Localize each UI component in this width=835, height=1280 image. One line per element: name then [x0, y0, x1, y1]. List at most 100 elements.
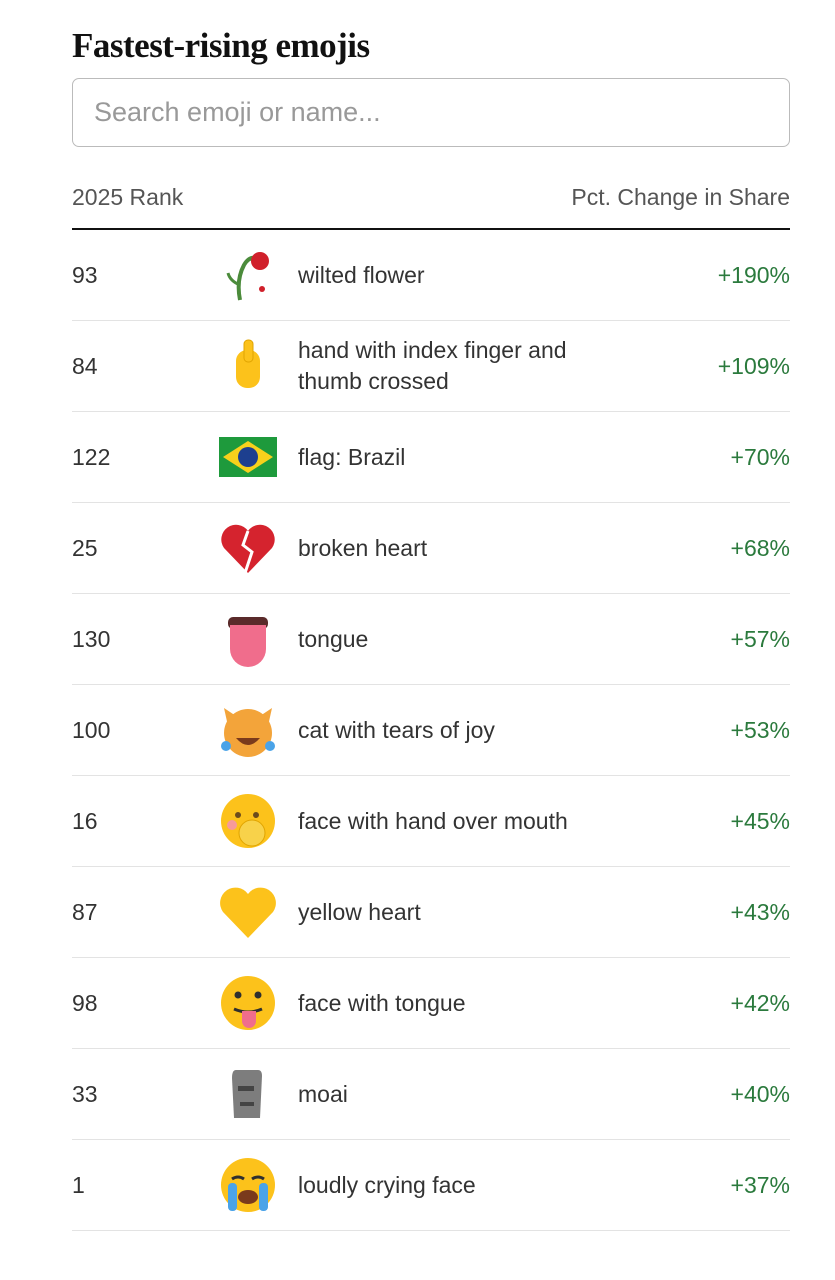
rank: 16 — [72, 807, 98, 834]
table-row: 100 cat with tears of joy +53% — [72, 685, 790, 776]
emoji-name: wilted flower — [298, 261, 425, 288]
table-row: 98 face with tongue +42% — [72, 958, 790, 1049]
emoji-icon — [232, 1070, 262, 1118]
emoji-icon — [259, 1183, 268, 1211]
emoji-icon — [226, 252, 269, 301]
emoji-icon — [221, 794, 275, 848]
pct-change: +43% — [730, 898, 790, 925]
pct-change: +70% — [730, 443, 790, 470]
pct-change: +190% — [717, 261, 790, 288]
pct-change: +53% — [730, 716, 790, 743]
emoji-cell — [218, 1064, 298, 1124]
pct-change: +40% — [730, 1080, 790, 1107]
pct-change: +45% — [730, 807, 790, 834]
emoji-icon — [236, 339, 260, 388]
emoji-icon — [238, 447, 258, 467]
emoji-icon — [221, 741, 231, 751]
rank: 98 — [72, 989, 98, 1016]
emoji-icon — [219, 437, 277, 477]
emoji-icon — [251, 1175, 265, 1181]
emoji-icon — [265, 741, 275, 751]
emoji-icon — [238, 819, 266, 847]
rank: 100 — [72, 716, 111, 743]
table-row: 1 loudly crying face +37% — [72, 1140, 790, 1231]
emoji-icon — [220, 887, 276, 938]
emoji-icon — [230, 625, 266, 667]
emoji-icon — [236, 350, 260, 388]
emoji-cell — [218, 245, 298, 305]
emoji-cell — [218, 882, 298, 942]
emoji-cell — [218, 700, 298, 760]
rank: 33 — [72, 1080, 98, 1107]
emoji-icon — [234, 991, 242, 999]
rank: 122 — [72, 443, 111, 470]
emoji-cell — [218, 427, 298, 487]
pct-change: +42% — [730, 989, 790, 1016]
emoji-name: flag: Brazil — [298, 443, 406, 470]
emoji-icon — [224, 709, 272, 757]
emoji-icon — [221, 708, 275, 757]
emoji-cell — [218, 336, 298, 396]
emoji-icon — [236, 738, 260, 745]
rank: 25 — [72, 534, 98, 561]
emoji-icon — [243, 339, 254, 363]
emoji-name: moai — [298, 1080, 348, 1107]
emoji-cell — [218, 1155, 298, 1215]
emoji-icon — [227, 820, 237, 830]
emoji-name: cat with tears of joy — [298, 716, 495, 743]
emoji-icon — [221, 976, 275, 1030]
emoji-name: yellow heart — [298, 898, 421, 925]
table-body: 93 wilted flower +190% 84 hand with index fi… — [72, 230, 790, 1231]
rank: 1 — [72, 1171, 85, 1198]
emoji-icon — [228, 1183, 237, 1211]
table-row: 84 hand with index finger and thumb cross… — [72, 321, 790, 412]
emoji-icon — [259, 286, 265, 292]
pct-change: +57% — [730, 625, 790, 652]
emoji-name: tongue — [298, 625, 369, 652]
emoji-icon — [231, 1175, 245, 1181]
column-header: 2025 Rank — [72, 184, 184, 210]
emoji-icon — [253, 812, 259, 818]
table-row: 122 flag: Brazil +70% — [72, 412, 790, 503]
emoji-name: hand with index finger and thumb crossed — [298, 337, 567, 394]
rank: 87 — [72, 898, 98, 925]
emoji-icon — [226, 272, 241, 287]
emoji-icon — [221, 976, 275, 1030]
emoji-icon — [220, 887, 276, 938]
table-row: 130 tongue +57% — [72, 594, 790, 685]
emoji-icon — [235, 812, 241, 818]
pct-change: +109% — [717, 352, 790, 379]
emoji-icon — [254, 991, 262, 999]
emoji-icon — [228, 617, 268, 667]
title: Fastest-rising emojis — [72, 26, 370, 65]
emoji-icon — [232, 1070, 262, 1118]
column-header: Pct. Change in Share — [571, 184, 790, 210]
table-header: 2025 Rank Pct. Change in Share — [72, 180, 790, 230]
emoji-icon — [221, 524, 275, 574]
emoji-cell — [218, 791, 298, 851]
rank: 84 — [72, 352, 98, 379]
emoji-name: face with tongue — [298, 989, 466, 1016]
emoji-icon — [240, 1102, 254, 1106]
table-row: 33 moai +40% — [72, 1049, 790, 1140]
rank: 93 — [72, 261, 98, 288]
emoji-icon — [238, 1190, 258, 1204]
emoji-name: broken heart — [298, 534, 428, 561]
table-row: 16 face with hand over mouth +45% — [72, 776, 790, 867]
emoji-icon — [242, 1011, 256, 1028]
emoji-name: face with hand over mouth — [298, 807, 568, 834]
emoji-icon — [241, 530, 254, 574]
table-row: 93 wilted flower +190% — [72, 230, 790, 321]
table-row: 87 yellow heart +43% — [72, 867, 790, 958]
search-input[interactable]: Search emoji or name... — [72, 78, 790, 147]
emoji-name: loudly crying face — [298, 1171, 476, 1198]
emoji-cell — [218, 609, 298, 669]
pct-change: +37% — [730, 1171, 790, 1198]
pct-change: +68% — [730, 534, 790, 561]
emoji-cell — [218, 518, 298, 578]
rank: 130 — [72, 625, 111, 652]
emoji-icon — [251, 252, 269, 270]
emoji-icon — [221, 1158, 275, 1212]
